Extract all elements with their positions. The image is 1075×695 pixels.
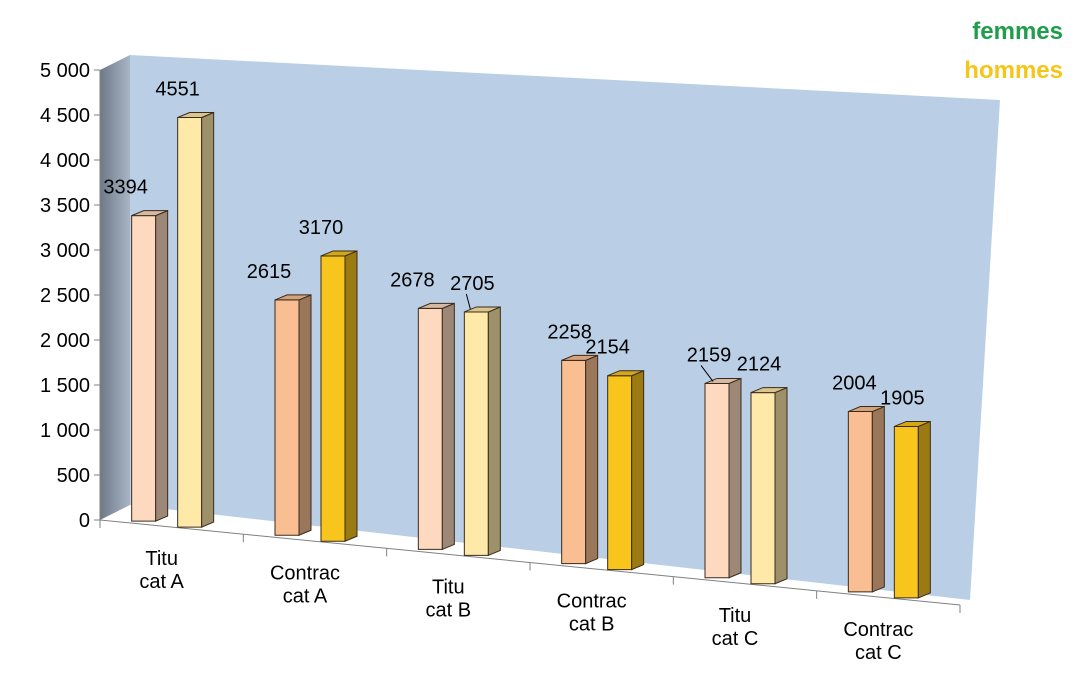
bar-top	[607, 370, 644, 377]
bar-front	[607, 375, 633, 571]
leader-line	[700, 365, 714, 382]
category-label: Titu cat C	[712, 605, 759, 650]
chart-side-wall	[100, 55, 130, 520]
bar-front	[131, 215, 157, 522]
bar-top	[848, 406, 885, 413]
bar-side	[917, 420, 931, 599]
data-label: 1905	[880, 387, 925, 409]
bar-hommes-5	[750, 386, 788, 585]
data-labels: 3394 2615 2678 2258 2159 2004 4551 3170 2705 2154…	[103, 78, 924, 409]
bar-top	[464, 306, 501, 313]
bar-femmes-5	[704, 377, 742, 579]
bar-hommes-6	[893, 420, 931, 599]
bar-side	[728, 377, 742, 579]
y-tick-label: 2 000	[40, 330, 90, 352]
bar-front	[417, 307, 443, 550]
category-label: Titu cat B	[426, 576, 472, 621]
data-label: 3394	[103, 177, 148, 199]
y-tick-label: 4 000	[40, 150, 90, 172]
bar-side	[487, 306, 501, 557]
bar-top	[320, 250, 358, 257]
y-tick-label: 2 500	[40, 285, 90, 307]
bar-front	[561, 359, 587, 565]
bar-hommes-4	[607, 369, 645, 571]
bar-front	[847, 411, 873, 593]
bar-side	[201, 111, 215, 528]
data-label: 3170	[299, 217, 344, 239]
y-tick-label: 1 000	[40, 420, 90, 442]
data-label: 2678	[390, 269, 435, 291]
data-label: 2004	[832, 373, 877, 395]
bar-side	[585, 354, 599, 565]
bar-side	[871, 405, 885, 593]
bar-side	[631, 369, 645, 571]
data-label: 2159	[687, 344, 732, 366]
bar-femmes-1	[131, 209, 169, 522]
bars	[131, 111, 931, 599]
bar-front	[704, 382, 730, 579]
y-tick-label: 3 000	[40, 240, 90, 262]
category-label: Contrac cat B	[557, 591, 627, 636]
bar-femmes-3	[417, 302, 455, 551]
bar-top	[750, 387, 788, 394]
y-tick-label: 500	[57, 465, 90, 487]
data-label: 2154	[585, 337, 630, 359]
bar-front	[463, 311, 489, 556]
bar-top	[894, 420, 931, 427]
bar-side	[441, 302, 455, 551]
y-tick-label: 4 500	[40, 105, 90, 127]
legend-label-femmes: femmes	[972, 18, 1063, 45]
bar-side	[298, 294, 312, 536]
bar-top	[561, 354, 598, 361]
bar-front	[274, 299, 300, 536]
y-axis: 0 500 1 000 1 500 2 000 2 500 3 000 3 500 4 000 4…	[40, 60, 101, 532]
bar-femmes-2	[274, 294, 312, 536]
leader-line	[465, 293, 471, 310]
bar-hommes-2	[320, 250, 358, 542]
data-label: 2124	[737, 354, 782, 376]
category-label: Contrac cat C	[843, 619, 913, 664]
bar-top	[274, 294, 312, 301]
category-labels: Titu cat A Contrac cat A Titu cat B Contrac cat…	[139, 548, 913, 664]
data-label: 2258	[547, 321, 592, 343]
data-label: 2615	[247, 261, 292, 283]
category-label: Titu cat A	[139, 548, 184, 593]
bar-side	[344, 250, 358, 542]
data-label: 2705	[450, 273, 495, 295]
bar-front	[750, 392, 776, 585]
bar-front	[893, 425, 919, 599]
bar-front	[177, 116, 203, 528]
y-tick-label: 3 500	[40, 195, 90, 217]
data-label: 4551	[155, 78, 200, 100]
bar-hommes-3	[463, 306, 501, 557]
bar-side	[155, 209, 169, 522]
bar-side	[774, 386, 788, 585]
bar-femmes-6	[847, 405, 885, 593]
bar-top	[177, 111, 214, 118]
x-axis	[99, 519, 961, 613]
y-tick-label: 0	[79, 510, 90, 532]
bar-front	[320, 255, 346, 542]
bar-hommes-1	[177, 111, 215, 528]
y-tick-label: 5 000	[40, 60, 90, 82]
y-tick-label: 1 500	[40, 375, 90, 397]
bar-top	[418, 302, 455, 309]
legend: femmes hommes	[964, 18, 1063, 84]
bar-top	[131, 210, 168, 217]
bar-femmes-4	[561, 354, 599, 565]
legend-label-hommes: hommes	[964, 57, 1063, 84]
bar-top	[704, 377, 742, 384]
category-label: Contrac cat A	[270, 562, 340, 607]
